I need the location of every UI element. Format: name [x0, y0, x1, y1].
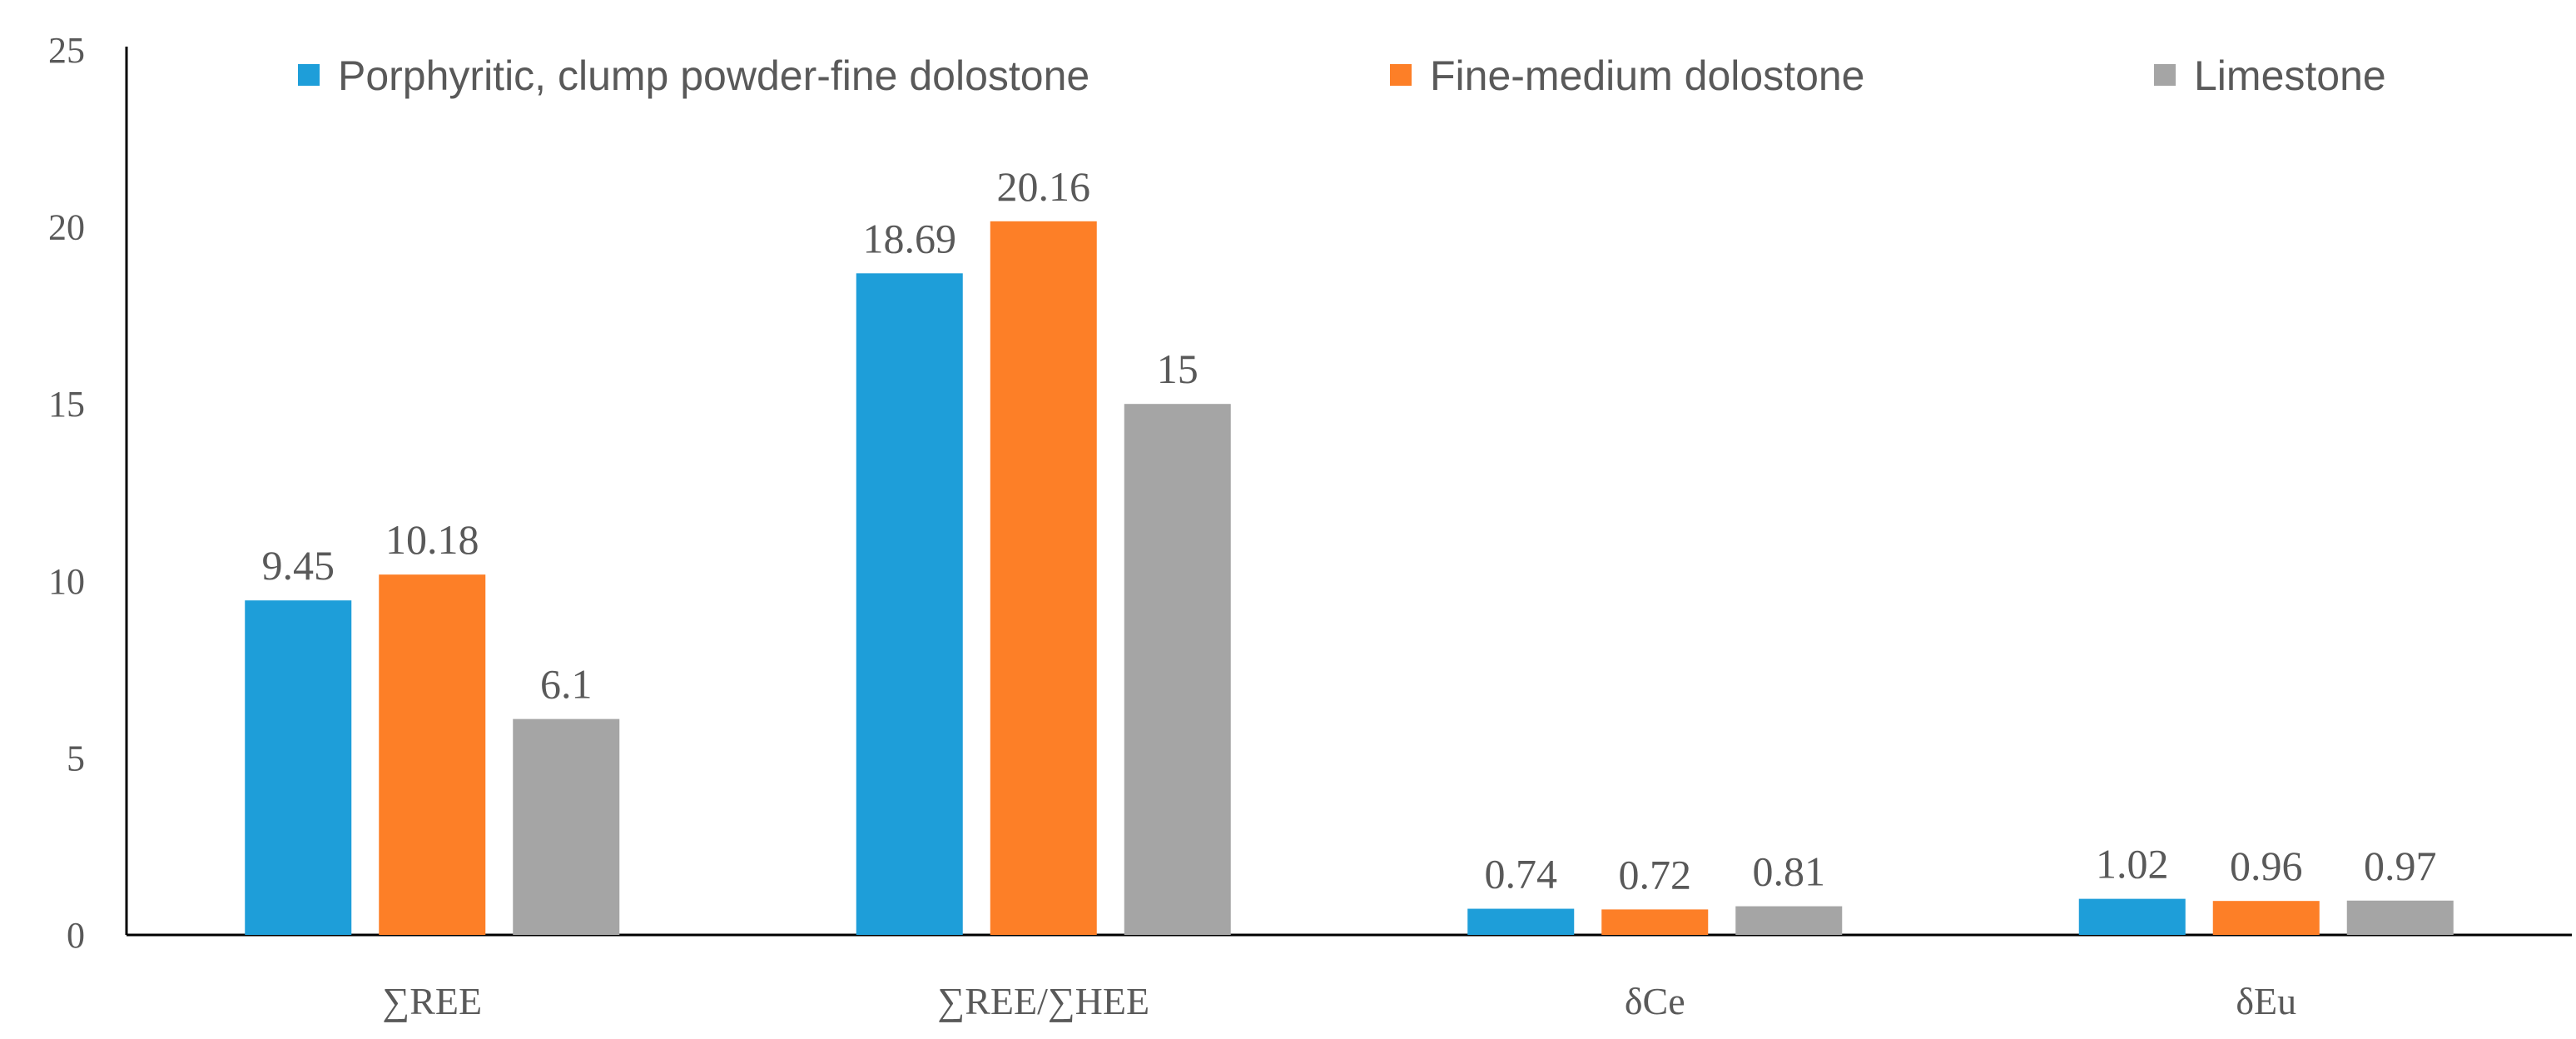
y-tick-label: 15 — [48, 384, 85, 425]
legend-swatch — [2154, 64, 2176, 86]
data-label: 0.72 — [1619, 851, 1692, 897]
data-label: 0.96 — [2230, 843, 2303, 889]
data-label: 6.1 — [540, 661, 593, 708]
bar — [1601, 909, 1709, 935]
data-label: 20.16 — [997, 163, 1091, 210]
legend-label: Porphyritic, clump powder-fine dolostone — [338, 52, 1089, 99]
y-tick-label: 5 — [67, 738, 85, 778]
legend-label: Fine-medium dolostone — [1430, 52, 1865, 99]
x-tick-label: δCe — [1625, 980, 1685, 1022]
x-tick-label: ∑REE/∑HEE — [937, 980, 1149, 1022]
bar — [2212, 901, 2320, 935]
bar — [245, 600, 352, 935]
y-tick-label: 20 — [48, 207, 85, 248]
legend: Porphyritic, clump powder-fine dolostone… — [298, 52, 2386, 99]
x-tick-label: ∑REE — [382, 980, 482, 1022]
bar — [1124, 404, 1231, 935]
bar — [2346, 900, 2454, 935]
bar — [379, 574, 486, 935]
bar — [1735, 906, 1843, 935]
legend-label: Limestone — [2194, 52, 2386, 99]
bar — [856, 273, 963, 935]
data-label: 0.97 — [2364, 843, 2437, 889]
legend-swatch — [1390, 64, 1412, 86]
bar — [1467, 908, 1575, 935]
data-label: 18.69 — [863, 215, 957, 261]
data-label: 10.18 — [385, 516, 479, 563]
y-tick-label: 0 — [67, 915, 85, 956]
y-tick-label: 25 — [48, 30, 85, 71]
x-tick-label: δEu — [2236, 980, 2296, 1022]
legend-swatch — [298, 64, 320, 86]
bar — [990, 221, 1097, 935]
y-tick-label: 10 — [48, 561, 85, 602]
bar — [513, 718, 620, 935]
data-labels: 9.45 10.18 6.1 18.69 20.16 15 0.74 0.72 0.81 1.02… — [262, 163, 2437, 898]
bars — [245, 221, 2454, 935]
bar — [2078, 898, 2186, 935]
data-label: 1.02 — [2096, 841, 2169, 887]
data-label: 15 — [1157, 346, 1199, 392]
data-label: 0.74 — [1485, 851, 1558, 897]
data-label: 9.45 — [262, 542, 335, 589]
data-label: 0.81 — [1753, 848, 1826, 895]
